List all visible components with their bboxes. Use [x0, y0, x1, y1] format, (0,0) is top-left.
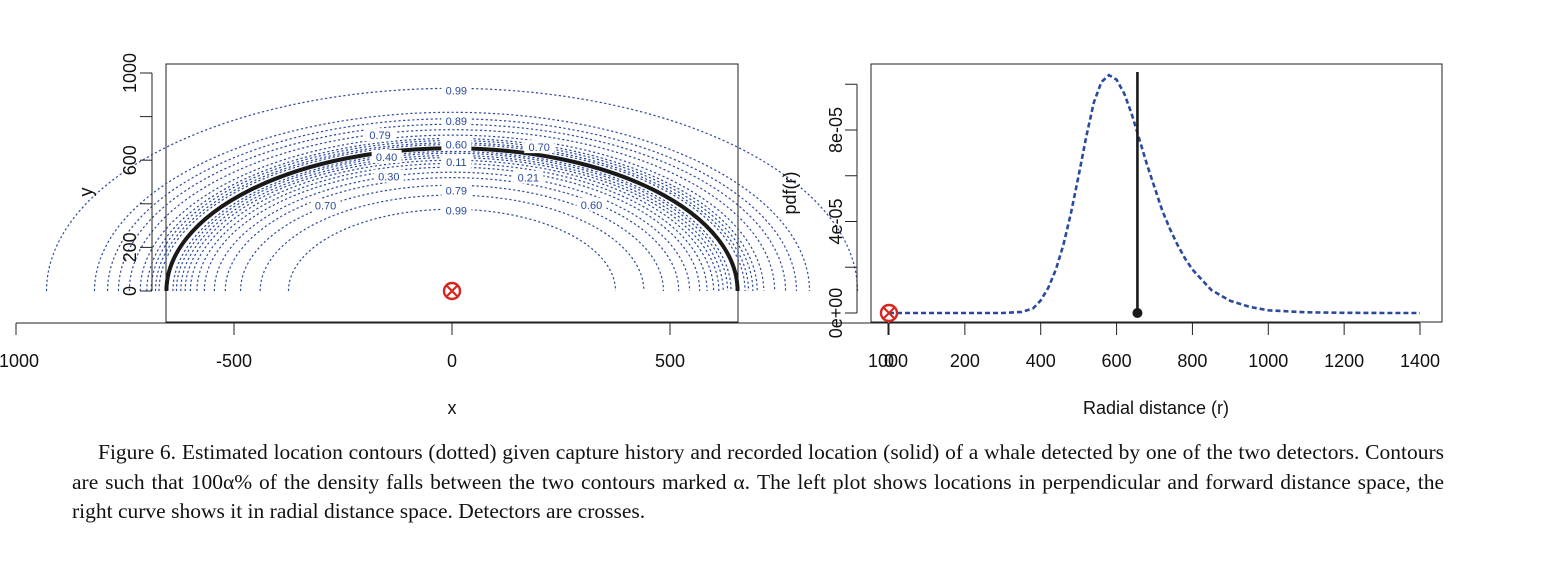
right-y-axis: 0e+00 4e-05 8e-05 — [826, 83, 858, 339]
contour-line — [139, 134, 765, 292]
contour-label: 0.40 — [376, 152, 397, 164]
contour-label: 0.30 — [378, 172, 399, 184]
left-x-axis: -1000 -500 0 500 1000 — [0, 322, 908, 371]
contour-label-bg — [365, 128, 396, 142]
contour-label: 0.79 — [369, 130, 390, 142]
contour-line — [213, 171, 691, 292]
contour-line — [93, 111, 811, 292]
contour-label: 0.60 — [581, 200, 602, 212]
left-x-tick-label: -1000 — [0, 351, 39, 371]
contour-line — [224, 177, 680, 292]
contour-label: 0.60 — [446, 140, 467, 152]
contour-line — [184, 156, 720, 292]
left-y-axis: 0 200 600 1000 — [120, 53, 153, 296]
right-detector-marker-line-b — [882, 306, 896, 320]
contour-line — [287, 208, 617, 292]
contour-label-bg — [371, 149, 402, 163]
contour-label: 0.70 — [315, 201, 336, 213]
pdf-curve — [889, 73, 1420, 315]
right-detector-marker-circle — [879, 303, 899, 323]
left-y-tick-label: 200 — [120, 232, 140, 262]
contour-label-bg — [310, 198, 341, 212]
right-x-tick-label: 600 — [1102, 351, 1132, 371]
left-y-tick-label: 1000 — [120, 53, 140, 93]
left-plot-frame — [165, 63, 739, 323]
figure: 0.99 0.89 0.79 0.60 0.70 0.40 0.11 0.21 0.30 0.79… — [0, 53, 1443, 418]
contour-label: 0.79 — [446, 186, 467, 198]
left-detector-marker-circle — [442, 281, 462, 301]
right-x-tick-label: 400 — [1026, 351, 1056, 371]
contour-line — [45, 87, 859, 292]
right-x-tick-label: 0 — [884, 351, 894, 371]
contour-line — [180, 154, 724, 292]
right-y-tick-label: 8e-05 — [826, 107, 846, 153]
left-x-tick-label: -500 — [216, 351, 252, 371]
right-x-tick-label: 1000 — [1248, 351, 1288, 371]
contour-label: 0.89 — [446, 116, 467, 128]
recorded-location-point — [1132, 308, 1143, 318]
left-contours: 0.99 0.89 0.79 0.60 0.70 0.40 0.11 0.21 0.30 0.79… — [45, 83, 859, 301]
contour-label-bg — [524, 140, 555, 154]
right-x-tick-label: 1400 — [1400, 351, 1440, 371]
recorded-location-arc — [164, 146, 740, 292]
contour-label-bg — [441, 83, 472, 97]
right-y-tick-label: 0e+00 — [826, 288, 846, 339]
right-marks — [879, 72, 1420, 323]
contour-label-bg — [441, 137, 472, 151]
right-x-tick-label: 200 — [950, 351, 980, 371]
contour-label-bg — [441, 203, 472, 217]
left-detector-marker-line-b — [445, 284, 459, 298]
caption-text: Estimated location contours (dotted) giv… — [72, 440, 1444, 523]
left-detector-marker — [442, 281, 462, 301]
contour-label: 0.70 — [528, 142, 549, 154]
left-x-tick-label: 500 — [655, 351, 685, 371]
right-plot-frame — [870, 63, 1443, 323]
contour-line — [175, 152, 729, 292]
contour-line — [259, 194, 645, 292]
contour-label: 0.21 — [518, 173, 539, 185]
left-y-tick-label: 600 — [120, 145, 140, 175]
contour-line — [239, 184, 665, 292]
contour-label: 0.99 — [446, 205, 467, 217]
contour-label-bg — [576, 197, 607, 211]
contour-line — [189, 159, 715, 292]
right-detector-marker — [879, 303, 899, 323]
contour-label: 0.99 — [446, 85, 467, 97]
right-x-tick-label: 1200 — [1324, 351, 1364, 371]
figure-caption: Figure 6. Estimated location contours (d… — [72, 438, 1444, 527]
left-plot: 0.99 0.89 0.79 0.60 0.70 0.40 0.11 0.21 0.30 0.79… — [0, 53, 908, 418]
right-plot: 0 200 400 600 800 1000 1200 1400 0e+00 4e-05 8e-0… — [780, 63, 1443, 418]
contour-label-bg — [441, 183, 472, 197]
contour-line — [128, 129, 776, 292]
right-x-axis: 0 200 400 600 800 1000 1200 1400 — [884, 322, 1440, 371]
contour-label-bg — [513, 170, 544, 184]
left-x-tick-label: 0 — [447, 351, 457, 371]
contour-line — [172, 150, 732, 292]
contour-line — [196, 162, 708, 292]
right-y-axis-label: pdf(r) — [780, 171, 800, 214]
right-y-tick-label: 4e-05 — [826, 198, 846, 244]
caption-label: Figure 6. — [98, 440, 177, 464]
contour-label-bg — [373, 169, 404, 183]
right-x-tick-label: 800 — [1177, 351, 1207, 371]
figure-plots: 0.99 0.89 0.79 0.60 0.70 0.40 0.11 0.21 0.30 0.79… — [0, 53, 1443, 418]
contour-label: 0.11 — [446, 157, 467, 169]
right-x-axis-label: Radial distance (r) — [1083, 398, 1229, 418]
left-y-axis-label: y — [76, 188, 96, 197]
contour-label-bg — [441, 113, 472, 127]
contour-label-bg — [441, 154, 472, 168]
left-x-tick-label: 1000 — [868, 351, 908, 371]
left-y-tick-label: 0 — [120, 286, 140, 296]
left-x-axis-label: x — [448, 398, 457, 418]
contour-line — [106, 118, 798, 292]
